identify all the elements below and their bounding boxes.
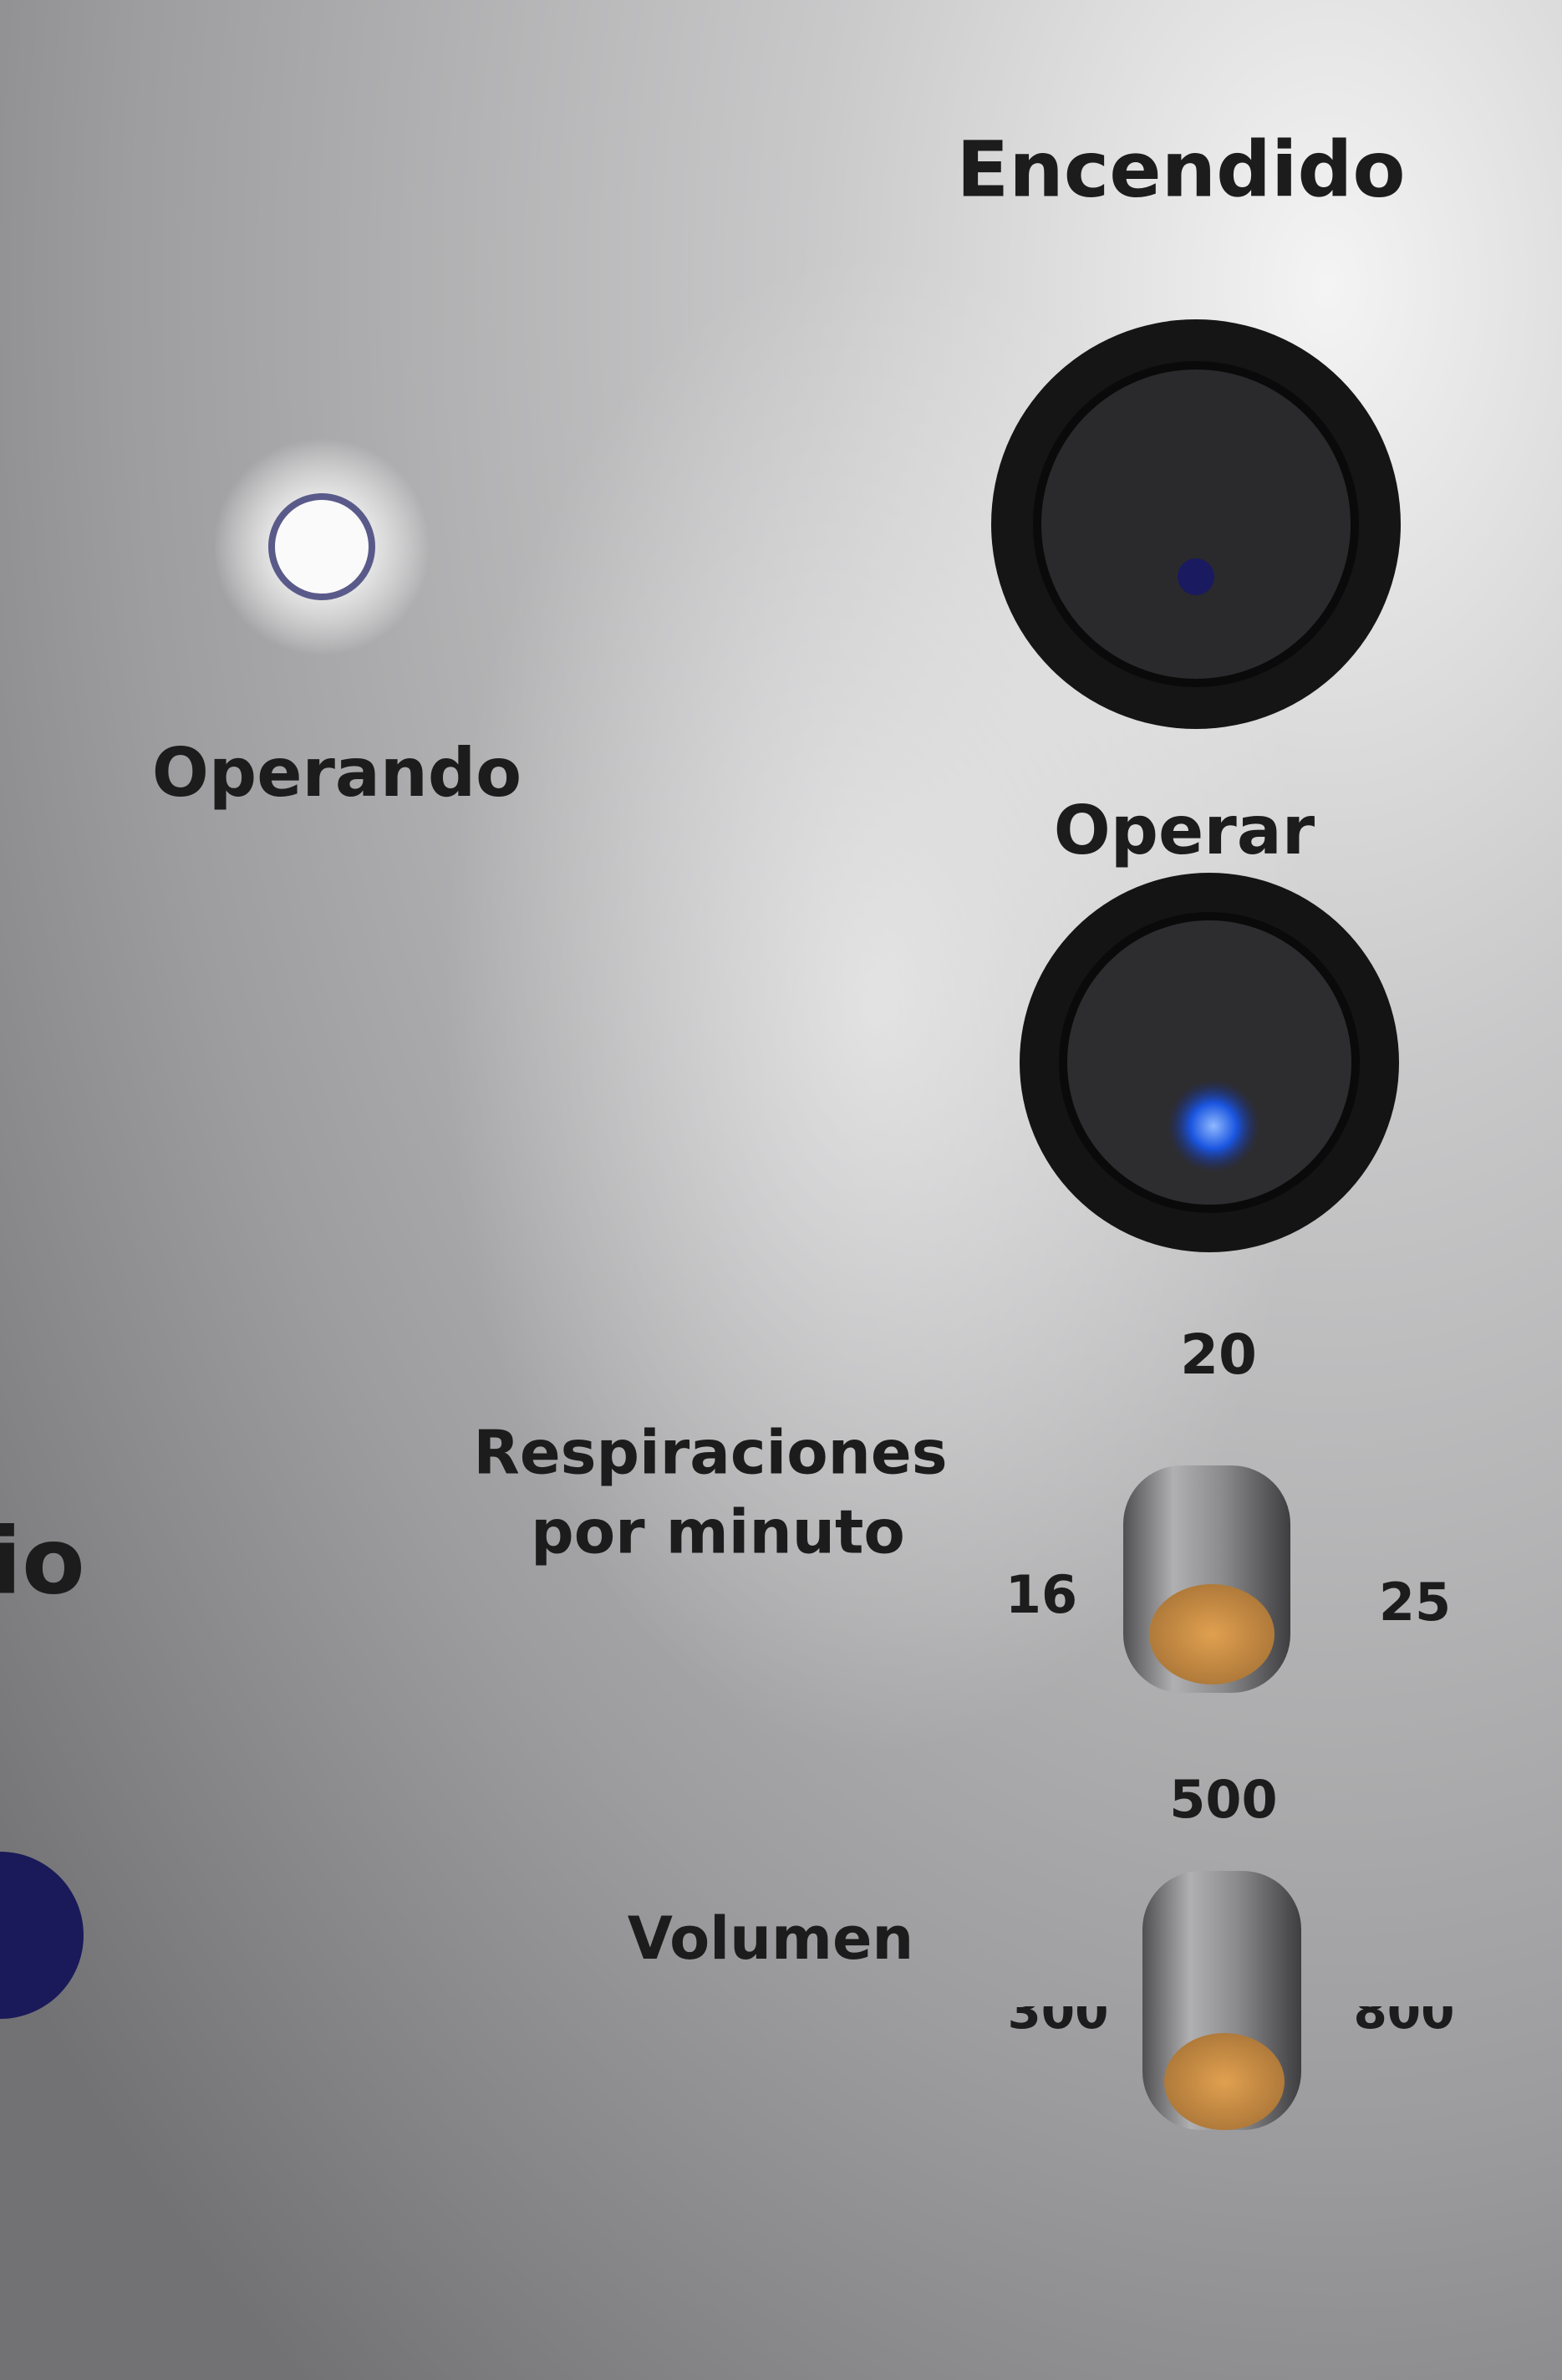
power-switch-rocker: [1033, 361, 1359, 687]
status-led: [268, 493, 375, 600]
blue-button-edge: [0, 1852, 84, 2019]
operate-switch-indicator: [1168, 1080, 1259, 1172]
power-switch-indicator: [1178, 558, 1214, 595]
operate-label: Operar: [1054, 792, 1315, 869]
status-label: Operando: [152, 734, 522, 812]
rate-label-line1: Respiraciones: [473, 1418, 947, 1488]
rate-label-line2: por minuto: [531, 1497, 905, 1567]
cropped-label: io: [0, 1507, 85, 1614]
volume-scale-top: 500: [1169, 1769, 1277, 1830]
power-label: Encendido: [956, 125, 1405, 214]
operate-switch-rocker: [1059, 912, 1360, 1213]
volume-label: Volumen: [628, 1904, 914, 1973]
volume-scale-left: 300: [1007, 1983, 1108, 2040]
rate-scale-top: 20: [1180, 1323, 1257, 1387]
rate-scale-right: 25: [1379, 1572, 1451, 1633]
rate-scale-left: 16: [1005, 1564, 1077, 1625]
volume-knob-tip: [1164, 2033, 1285, 2130]
volume-scale-right: 800: [1353, 1983, 1454, 2040]
rate-knob-tip: [1149, 1584, 1275, 1684]
